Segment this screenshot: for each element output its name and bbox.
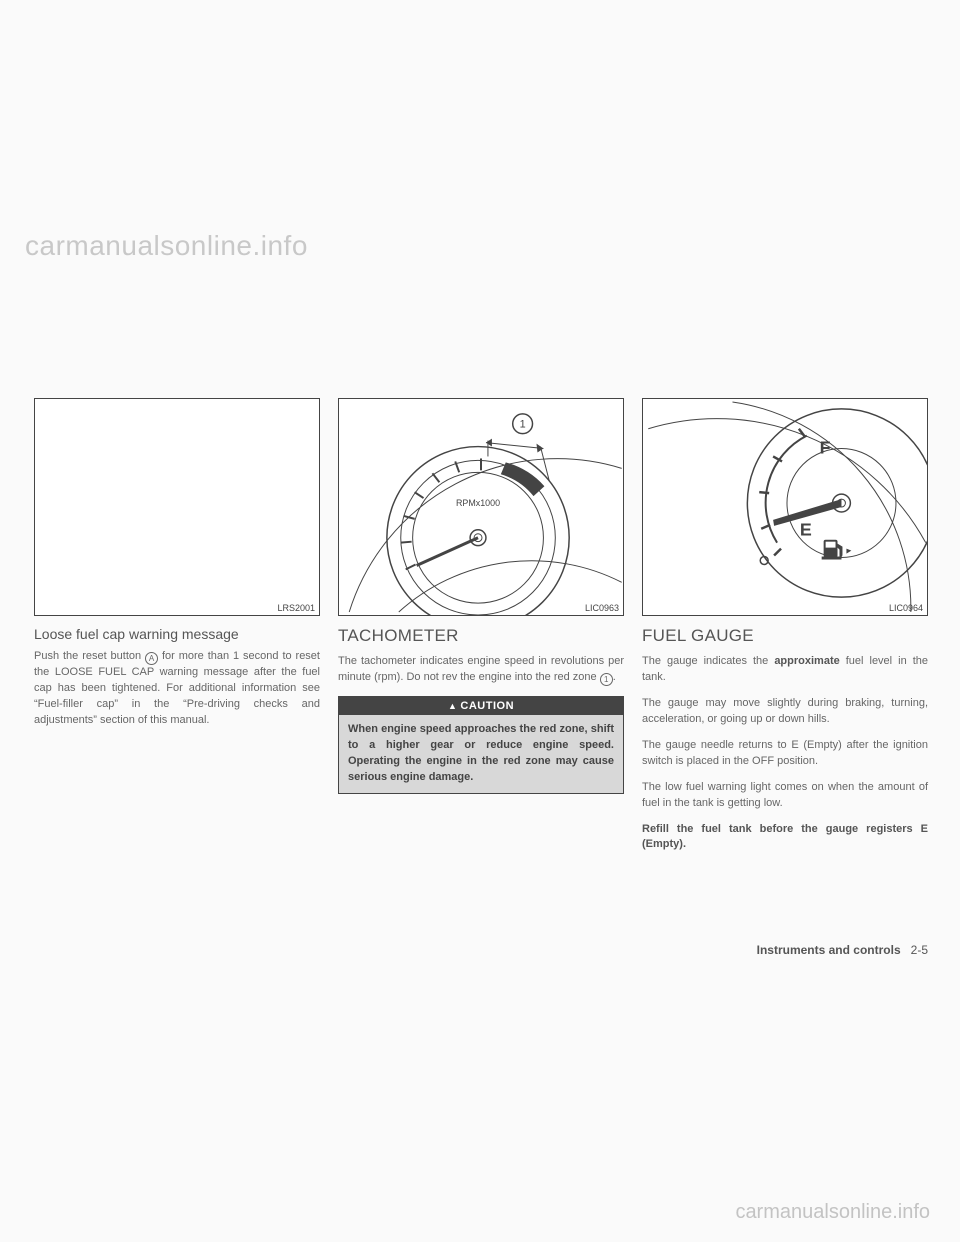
svg-text:E: E bbox=[800, 520, 812, 540]
figure-label: LIC0964 bbox=[889, 603, 923, 613]
page-footer: Instruments and controls 2-5 bbox=[757, 943, 928, 957]
text: The gauge indicates the bbox=[642, 655, 774, 667]
svg-text:RPMx1000: RPMx1000 bbox=[456, 498, 500, 508]
text: Push the reset button bbox=[34, 650, 145, 662]
svg-text:1: 1 bbox=[520, 419, 526, 431]
paragraph: The tachometer indicates engine speed in… bbox=[338, 654, 624, 686]
bold-text: approximate bbox=[774, 655, 839, 667]
fuel-gauge-diagram: F E bbox=[643, 399, 927, 615]
paragraph: The gauge may move slightly during braki… bbox=[642, 696, 928, 728]
heading-fuel-gauge: FUEL GAUGE bbox=[642, 626, 928, 646]
figure-label: LIC0963 bbox=[585, 603, 619, 613]
watermark-top: carmanualsonline.info bbox=[25, 230, 308, 262]
figure-loose-fuel-cap: LRS2001 bbox=[34, 398, 320, 616]
paragraph: Refill the fuel tank before the gauge re… bbox=[642, 822, 928, 854]
figure-tachometer: 1 RPMx1000 LIC0963 bbox=[338, 398, 624, 616]
text: . bbox=[613, 671, 616, 683]
paragraph: The gauge indicates the approximate fuel… bbox=[642, 654, 928, 686]
tachometer-diagram: 1 RPMx1000 bbox=[339, 399, 623, 615]
page-content: LRS2001 Loose fuel cap warning message P… bbox=[34, 398, 928, 863]
column-1: LRS2001 Loose fuel cap warning message P… bbox=[34, 398, 320, 863]
watermark-bottom: carmanualsonline.info bbox=[735, 1201, 930, 1224]
column-3: F E bbox=[642, 398, 928, 863]
text: The tachometer indicates engine speed in… bbox=[338, 655, 624, 683]
paragraph: Push the reset button A for more than 1 … bbox=[34, 649, 320, 729]
column-2: 1 RPMx1000 LIC0963 TACHOMETER The tachom… bbox=[338, 398, 624, 863]
caution-title: CAUTION bbox=[339, 697, 623, 715]
figure-label: LRS2001 bbox=[277, 603, 315, 613]
circled-a-icon: A bbox=[145, 652, 158, 665]
three-columns: LRS2001 Loose fuel cap warning message P… bbox=[34, 398, 928, 863]
section-title: Instruments and controls bbox=[757, 943, 901, 957]
bold-text: Refill the fuel tank before the gauge re… bbox=[642, 823, 928, 851]
paragraph: The gauge needle returns to E (Empty) af… bbox=[642, 738, 928, 770]
circled-1-icon: 1 bbox=[600, 673, 613, 686]
caution-body: When engine speed approaches the red zon… bbox=[339, 715, 623, 793]
heading-loose-fuel-cap: Loose fuel cap warning message bbox=[34, 626, 320, 642]
svg-text:F: F bbox=[820, 437, 831, 457]
heading-tachometer: TACHOMETER bbox=[338, 626, 624, 646]
paragraph: The low fuel warning light comes on when… bbox=[642, 780, 928, 812]
caution-box: CAUTION When engine speed approaches the… bbox=[338, 696, 624, 794]
page-number: 2-5 bbox=[911, 943, 928, 957]
figure-fuel-gauge: F E bbox=[642, 398, 928, 616]
